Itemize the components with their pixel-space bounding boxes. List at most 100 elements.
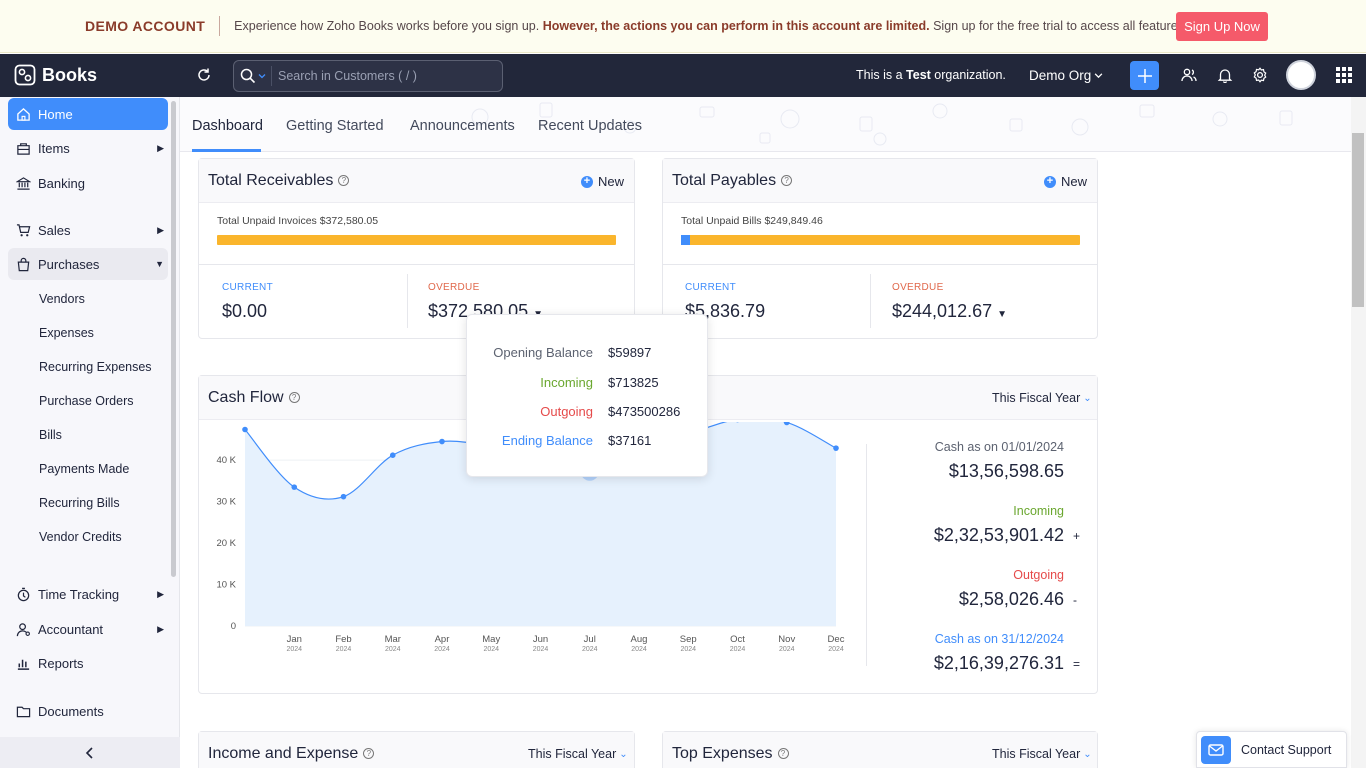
data-point [340,493,347,500]
quick-create-button[interactable] [1130,61,1159,90]
sidebar-subitem-recurring-bills[interactable]: Recurring Bills [39,496,120,510]
period-label: This Fiscal Year [528,747,617,761]
sidebar-subitem-vendors[interactable]: Vendors [39,292,85,306]
books-logo[interactable]: Books [14,64,97,86]
x-tick-year: 2024 [483,646,499,653]
sidebar-subitem-bills[interactable]: Bills [39,428,62,442]
gear-icon[interactable] [1252,67,1268,86]
items-icon [8,141,38,156]
y-tick-label: 30 K [216,497,236,508]
sidebar-subitem-recurring-expenses[interactable]: Recurring Expenses [39,360,152,374]
search-bar[interactable]: Search in Customers ( / ) [233,60,503,92]
outgoing-value: $2,58,026.46 [958,589,1064,609]
users-icon[interactable] [1181,67,1197,86]
incoming-label: Incoming [1013,504,1064,518]
sidebar-subitem-purchase-orders[interactable]: Purchase Orders [39,394,134,408]
main-content: Dashboard Getting Started Announcements … [180,97,1351,768]
cash-flow-card: Cash Flow ? This Fiscal Year ⌄ 0 10 K 20 K 3… [198,375,1098,694]
bank-icon [8,176,38,191]
sidebar-subitem-vendor-credits[interactable]: Vendor Credits [39,530,122,544]
stopwatch-icon [8,587,38,602]
sidebar-item-accountant[interactable]: Accountant ▶ [8,613,168,645]
overdue-amount[interactable]: $244,012.67 ▼ [892,301,1007,322]
sidebar-item-home[interactable]: Home [8,98,168,130]
refresh-icon[interactable] [196,67,212,86]
bell-icon[interactable] [1217,67,1233,86]
data-point [783,422,790,426]
org-name: Demo Org [1029,68,1092,83]
equals-operator: = [1073,657,1081,671]
payables-progress-bar[interactable] [681,235,1080,245]
sidebar-subitem-payments-made[interactable]: Payments Made [39,462,130,476]
chevron-right-icon: ▶ [157,224,164,235]
avatar[interactable] [1286,60,1316,90]
cash-flow-title: Cash Flow [208,388,284,406]
shopping-bag-icon [8,257,38,272]
help-icon[interactable]: ? [777,748,789,759]
sidebar-item-banking[interactable]: Banking [8,167,168,199]
tooltip-outgoing-value: $473500286 [608,404,681,419]
help-icon[interactable]: ? [781,175,793,186]
app-name: Books [42,64,98,85]
tooltip-opening-label: Opening Balance [493,345,593,360]
x-tick-year: 2024 [779,646,795,653]
search-input[interactable]: Search in Customers ( / ) [278,69,417,83]
tab-announcements[interactable]: Announcements [410,118,515,134]
sidebar-item-items[interactable]: Items ▶ [8,132,168,164]
divider [663,264,1097,265]
tab-dashboard[interactable]: Dashboard [192,118,263,134]
organization-selector[interactable]: Demo Org [1029,68,1103,83]
current-amount[interactable]: $0.00 [222,301,268,321]
chevron-down-icon: ⌄ [1083,748,1092,760]
sidebar-scrollbar[interactable] [171,101,176,577]
sidebar-item-label: Accountant [38,621,104,637]
x-tick-year: 2024 [631,646,647,653]
period-label: This Fiscal Year [992,747,1081,761]
income-expense-period-dropdown[interactable]: This Fiscal Year ⌄ [528,747,628,761]
cash-start-label: Cash as on 01/01/2024 [934,440,1064,454]
sign-up-now-button[interactable]: Sign Up Now [1176,12,1268,41]
sidebar-item-reports[interactable]: Reports [8,647,168,679]
income-expense-title: Income and Expense [208,744,359,762]
x-tick-label: Apr [435,634,450,645]
new-invoice-button[interactable]: + New [580,174,624,189]
help-icon[interactable]: ? [288,392,300,403]
receivables-progress-bar[interactable] [217,235,616,245]
contact-support-button[interactable]: Contact Support [1196,731,1347,768]
divider [199,264,634,265]
x-tick-year: 2024 [582,646,598,653]
plus-circle-icon: + [1043,175,1056,188]
top-expenses-period-dropdown[interactable]: This Fiscal Year ⌄ [992,747,1092,761]
x-tick-year: 2024 [434,646,450,653]
help-icon[interactable]: ? [363,748,375,759]
tooltip-incoming-value: $713825 [608,375,659,390]
sidebar-subitem-expenses[interactable]: Expenses [39,326,94,340]
receivables-title: Total Receivables [208,171,334,189]
scrollbar-thumb[interactable] [1352,133,1364,307]
top-expenses-card: Top Expenses ? This Fiscal Year ⌄ [662,731,1098,768]
collapse-sidebar-button[interactable] [0,737,180,768]
test-organization-notice: This is a Test organization. [856,68,1006,82]
divider [870,274,871,328]
plus-operator: + [1073,529,1081,543]
sidebar-item-documents[interactable]: Documents [8,695,168,727]
app-grid-icon[interactable] [1336,67,1352,86]
sidebar: Home Items ▶ Banking Sales ▶ Purchases ▼… [0,97,180,768]
x-tick-year: 2024 [680,646,696,653]
tab-recent-updates[interactable]: Recent Updates [538,118,642,134]
sidebar-item-purchases[interactable]: Purchases ▼ [8,248,168,280]
sidebar-item-sales[interactable]: Sales ▶ [8,214,168,246]
data-point [389,452,396,459]
chevron-down-icon [258,74,265,79]
main-scrollbar[interactable] [1351,97,1366,768]
search-icon[interactable] [234,66,272,86]
cash-flow-period-dropdown[interactable]: This Fiscal Year ⌄ [992,391,1092,405]
x-tick-year: 2024 [533,646,549,653]
sidebar-item-time-tracking[interactable]: Time Tracking ▶ [8,578,168,610]
help-icon[interactable]: ? [338,175,350,186]
x-tick-label: Jul [584,634,596,645]
tab-getting-started[interactable]: Getting Started [286,118,384,134]
new-bill-button[interactable]: + New [1043,174,1087,189]
income-expense-header: Income and Expense ? [199,732,634,768]
overdue-label: OVERDUE [892,282,944,293]
